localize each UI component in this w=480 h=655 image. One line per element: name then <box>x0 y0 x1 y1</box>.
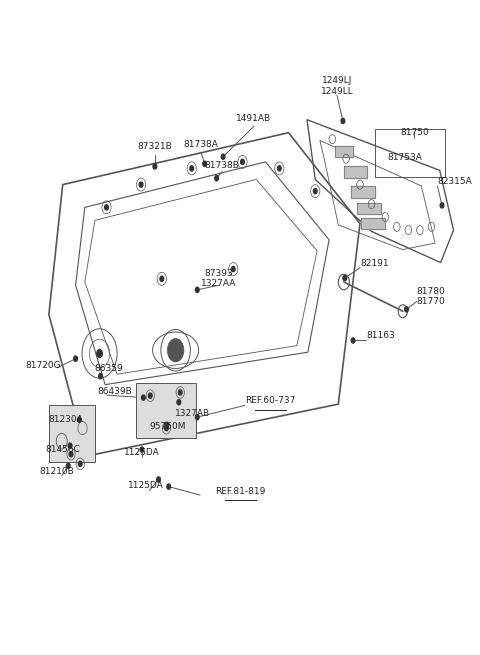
Text: 81738A: 81738A <box>183 140 218 149</box>
Text: 81750: 81750 <box>400 128 429 137</box>
Circle shape <box>195 415 199 420</box>
Polygon shape <box>335 145 353 157</box>
Text: 86439B: 86439B <box>97 386 132 396</box>
Circle shape <box>203 161 206 166</box>
Circle shape <box>142 395 145 400</box>
Text: 1125DA: 1125DA <box>128 481 164 491</box>
Text: 81780
81770: 81780 81770 <box>417 287 445 306</box>
Circle shape <box>341 119 345 124</box>
Circle shape <box>195 288 199 292</box>
FancyBboxPatch shape <box>49 405 95 462</box>
Circle shape <box>140 447 144 452</box>
Circle shape <box>190 166 193 171</box>
Text: 87321B: 87321B <box>137 142 172 151</box>
Text: 81720G: 81720G <box>26 361 61 369</box>
Circle shape <box>313 189 317 194</box>
Circle shape <box>68 443 72 448</box>
Polygon shape <box>357 203 381 214</box>
Circle shape <box>167 484 170 489</box>
Circle shape <box>215 176 218 181</box>
Circle shape <box>343 276 347 281</box>
Text: 1327AB: 1327AB <box>175 409 210 419</box>
Circle shape <box>77 417 81 422</box>
Text: 87393
1327AA: 87393 1327AA <box>201 269 236 288</box>
Text: 81230A: 81230A <box>49 415 84 424</box>
Text: 1249LJ
1249LL: 1249LJ 1249LL <box>321 76 353 96</box>
Circle shape <box>177 400 180 405</box>
Circle shape <box>440 203 444 208</box>
Circle shape <box>105 205 108 210</box>
Circle shape <box>231 267 235 272</box>
Text: REF.81-819: REF.81-819 <box>215 487 265 496</box>
Circle shape <box>277 166 281 171</box>
Text: 81753A: 81753A <box>387 153 422 162</box>
Text: 1491AB: 1491AB <box>237 114 272 123</box>
Circle shape <box>160 276 164 282</box>
Circle shape <box>74 356 77 362</box>
FancyBboxPatch shape <box>136 383 196 438</box>
Circle shape <box>153 164 156 169</box>
Polygon shape <box>351 186 375 198</box>
Text: 81163: 81163 <box>366 331 395 341</box>
Text: 95750M: 95750M <box>150 422 186 432</box>
Circle shape <box>168 339 184 362</box>
Circle shape <box>165 426 168 431</box>
Circle shape <box>240 159 244 164</box>
Text: 1125DA: 1125DA <box>124 448 160 457</box>
Circle shape <box>97 350 102 358</box>
Circle shape <box>69 451 73 457</box>
Circle shape <box>99 373 102 379</box>
Circle shape <box>66 463 70 468</box>
Polygon shape <box>344 166 367 178</box>
Circle shape <box>78 461 82 466</box>
Circle shape <box>405 307 408 312</box>
Text: 86359: 86359 <box>94 364 123 373</box>
Circle shape <box>148 393 152 398</box>
Circle shape <box>221 154 225 159</box>
Text: 81738B: 81738B <box>205 160 240 170</box>
Circle shape <box>156 477 160 482</box>
Text: 81210B: 81210B <box>40 467 74 476</box>
Text: 82315A: 82315A <box>437 177 472 186</box>
Text: 82191: 82191 <box>360 259 389 269</box>
Circle shape <box>351 338 355 343</box>
Text: REF.60-737: REF.60-737 <box>245 396 295 405</box>
Circle shape <box>165 422 168 428</box>
Circle shape <box>139 182 143 187</box>
Text: 81456C: 81456C <box>45 445 80 454</box>
Circle shape <box>179 390 182 395</box>
Polygon shape <box>361 218 385 229</box>
